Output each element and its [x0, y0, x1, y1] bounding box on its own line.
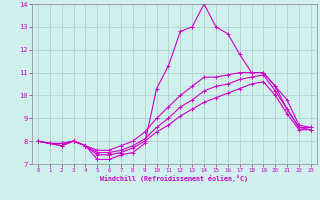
X-axis label: Windchill (Refroidissement éolien,°C): Windchill (Refroidissement éolien,°C): [100, 175, 248, 182]
